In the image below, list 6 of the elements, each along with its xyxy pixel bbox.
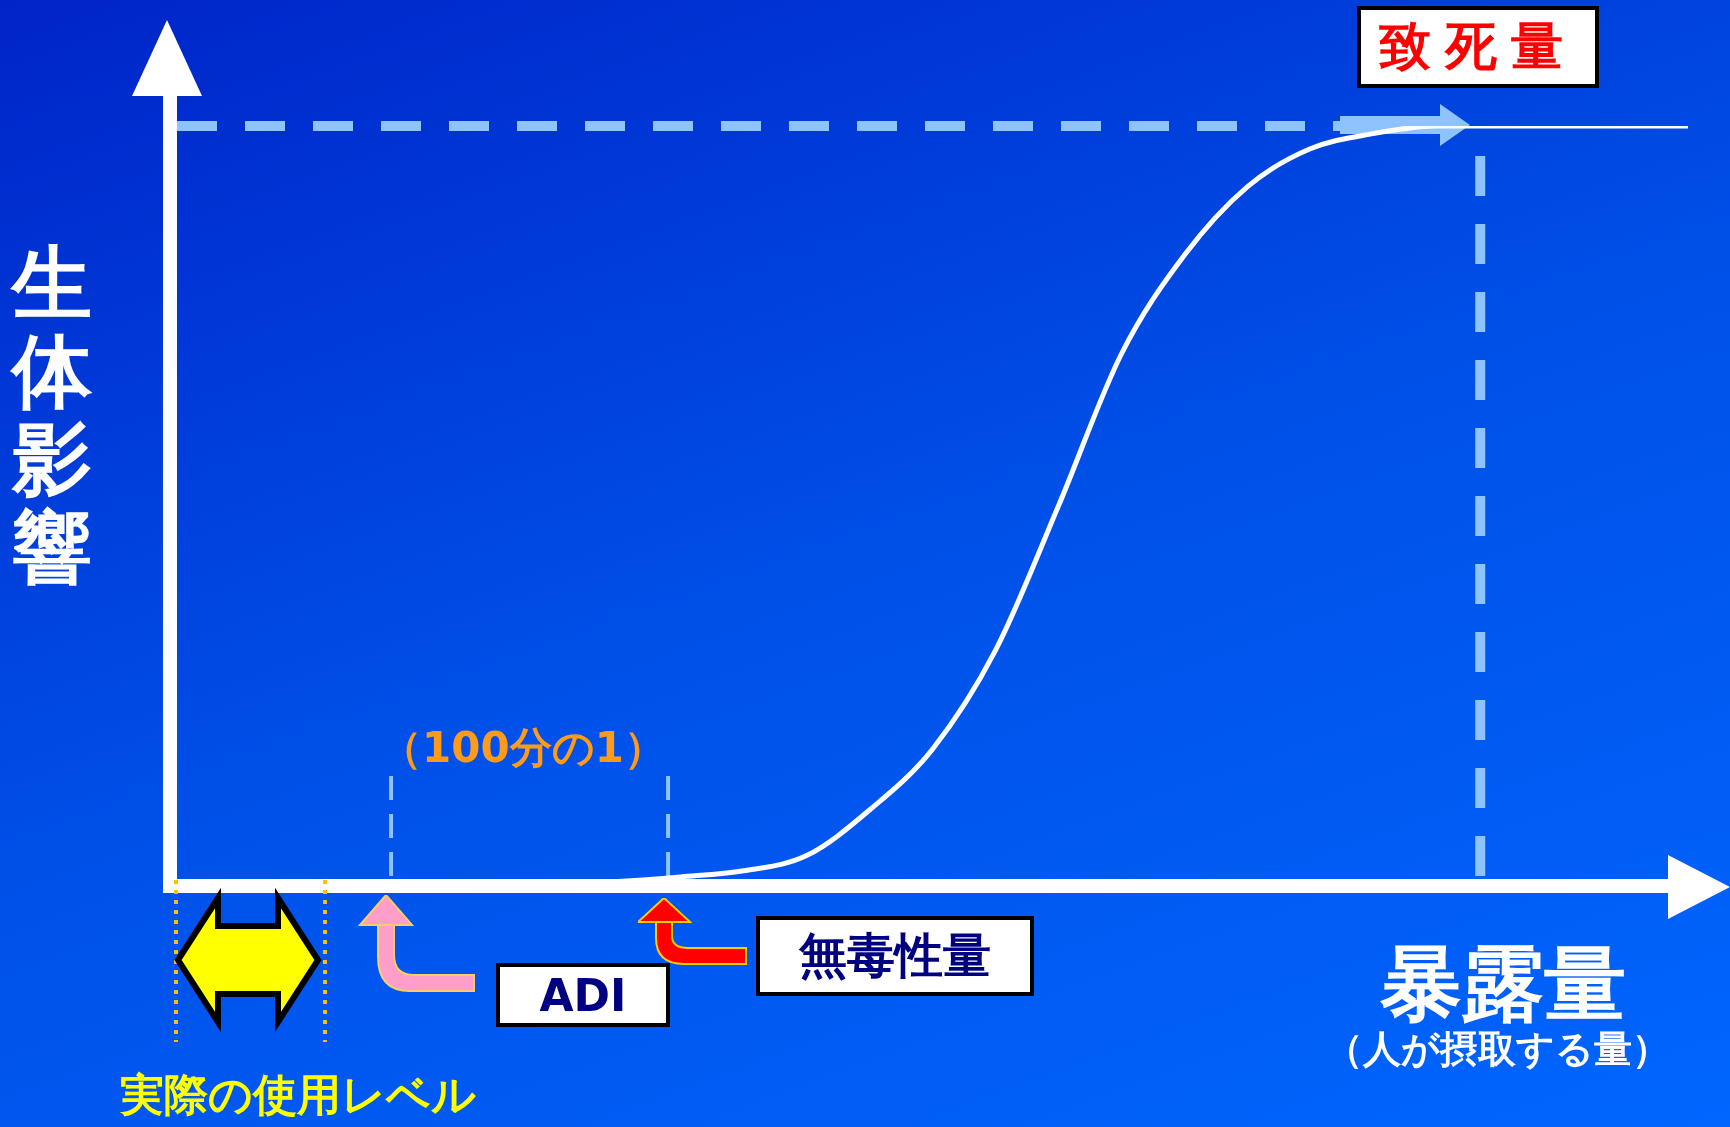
text: 致死量 (1357, 6, 1599, 88)
annotation: （100分の1） (380, 722, 666, 774)
y-axis-title: 生体影響 (12, 237, 93, 594)
text: 実際の使用レベル (120, 1069, 476, 1120)
text: 無毒性量 (756, 916, 1034, 996)
text: ADI (496, 963, 670, 1027)
